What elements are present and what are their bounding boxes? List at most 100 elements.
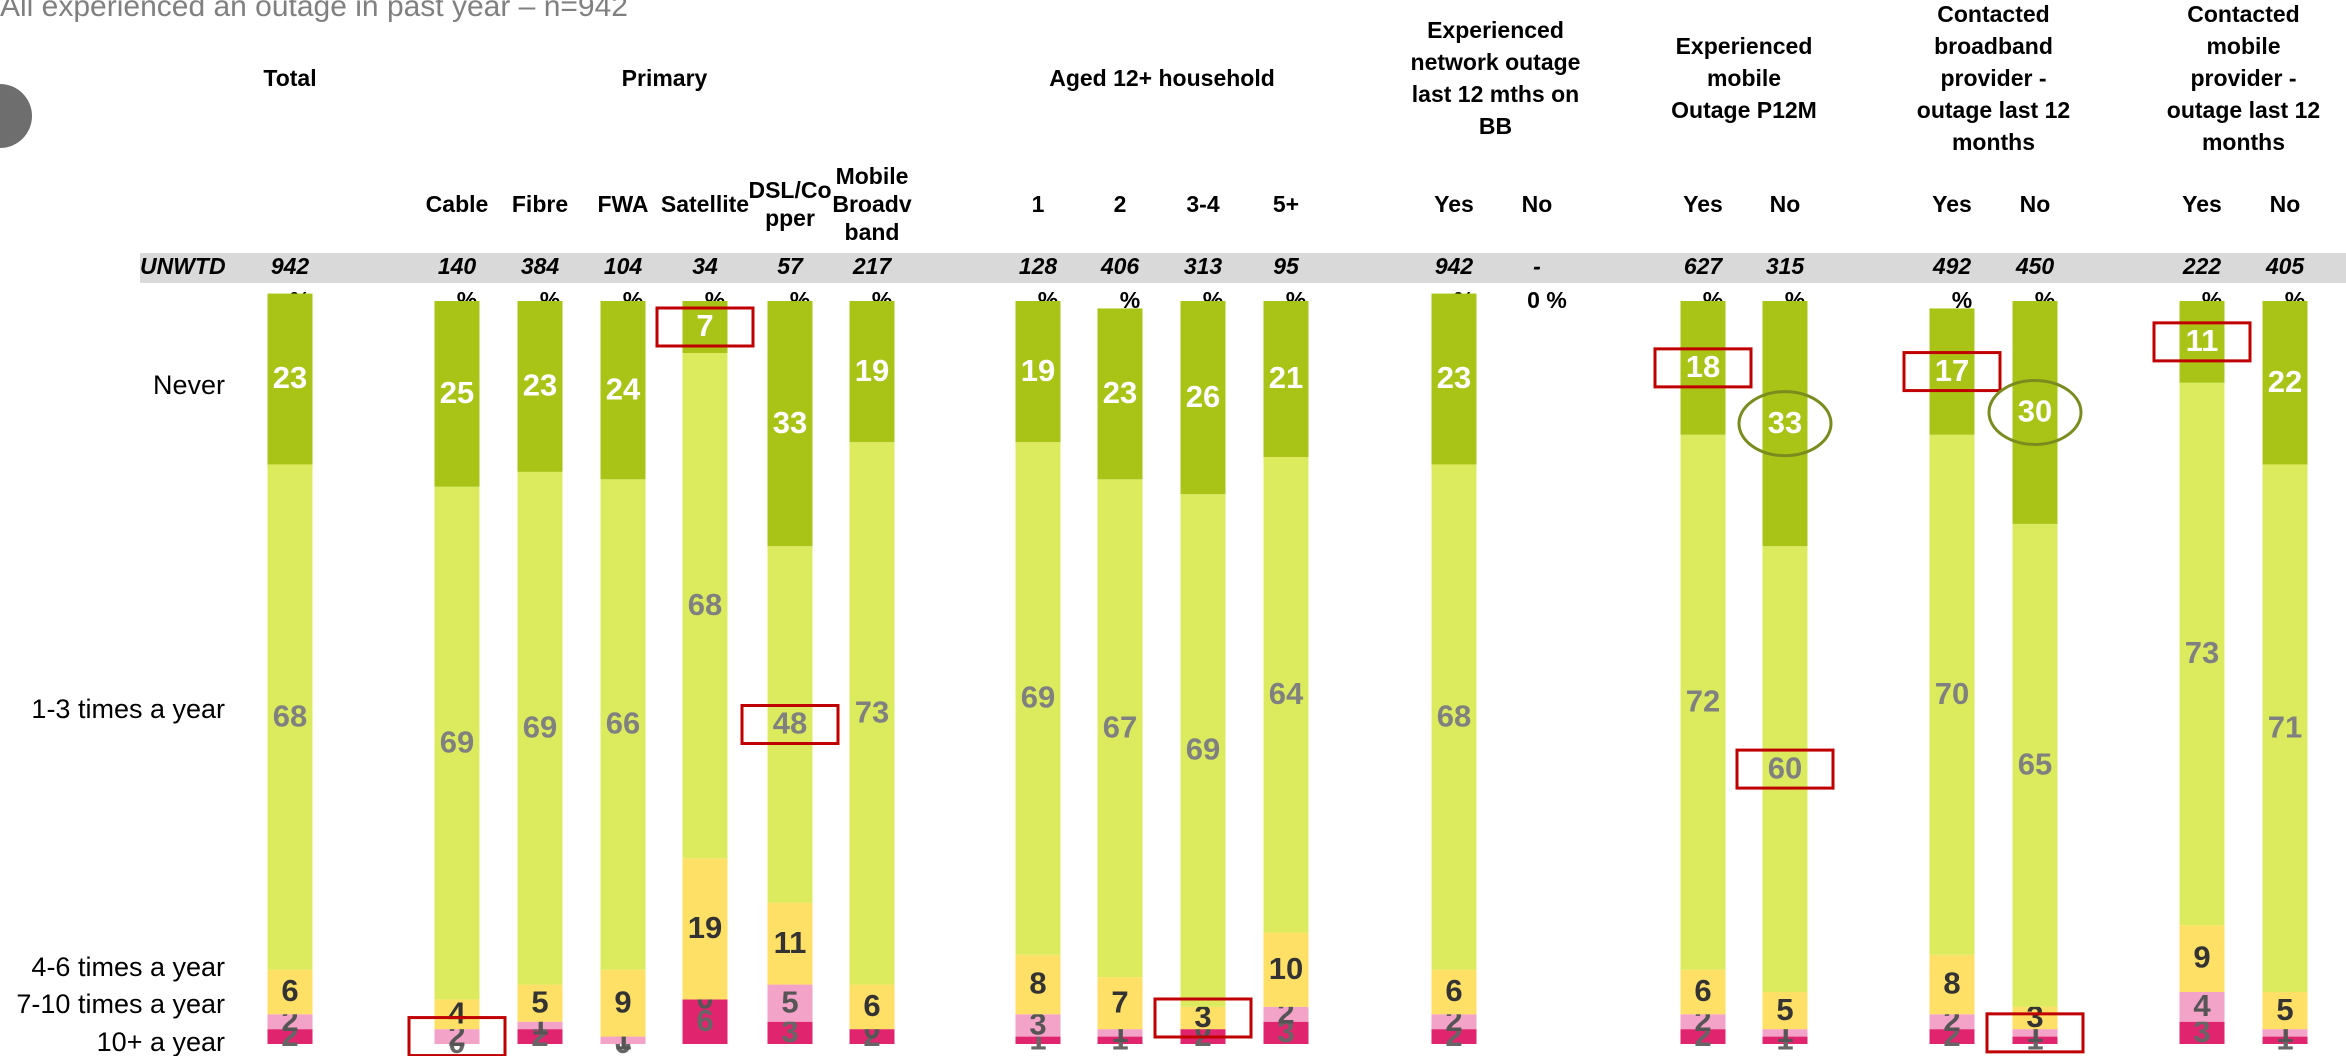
column-label: Satellite: [661, 191, 749, 217]
data-label: 66: [606, 706, 640, 741]
base-value: 140: [438, 253, 477, 279]
base-value: 942: [271, 253, 310, 279]
data-label: 19: [855, 353, 889, 388]
row-label: 4-6 times a year: [31, 952, 225, 982]
bar-segment: [517, 1029, 563, 1044]
row-label: 10+ a year: [97, 1027, 225, 1056]
group-header: Contacted: [2187, 1, 2299, 27]
base-label: UNWTD: [140, 253, 226, 279]
bar-segment: [1929, 308, 1975, 435]
highlight-box: [1653, 347, 1753, 389]
bar-segment: [682, 858, 728, 1000]
chart-title: All experienced an outage in past year –…: [0, 0, 628, 23]
base-value: 95: [1273, 253, 1300, 279]
highlight-box: [655, 306, 755, 348]
bar-segment: [1263, 301, 1309, 458]
bar-segment: [767, 1021, 813, 1044]
data-label: 26: [1186, 379, 1220, 414]
bar-segment: [1263, 1021, 1309, 1044]
highlight-ellipse: [1737, 390, 1833, 458]
data-label: 23: [523, 368, 557, 403]
data-label: 60: [1768, 750, 1802, 785]
column-label: Yes: [1932, 191, 1972, 217]
data-label: 23: [273, 360, 307, 395]
bar-segment: [682, 353, 728, 859]
bar-segment: [1431, 464, 1477, 970]
column-label: band: [845, 219, 900, 245]
data-label: 73: [2185, 635, 2219, 670]
bar-segment: [1015, 954, 1061, 1015]
group-header: Outage P12M: [1671, 97, 1817, 123]
group-header: Contacted: [1937, 1, 2049, 27]
data-label: 68: [273, 698, 307, 733]
bar-segment: [2179, 382, 2225, 926]
data-label: 5: [2276, 992, 2293, 1027]
data-label: 33: [1768, 405, 1802, 440]
bar-segment: [1680, 1029, 1726, 1044]
bar-segment: [1929, 434, 1975, 955]
bar-segment: [1929, 954, 1975, 1015]
data-label: 65: [2018, 747, 2052, 782]
bar-segment: [1097, 1036, 1143, 1044]
data-label: 11: [774, 925, 807, 960]
pct-label: %: [1952, 287, 1972, 313]
bar-segment: [2179, 991, 2225, 1022]
data-label: 5: [1776, 992, 1793, 1027]
pct-label: %: [1120, 287, 1140, 313]
bar-segment: [1097, 308, 1143, 480]
base-band: [140, 253, 2346, 283]
bar-segment: [2262, 464, 2308, 992]
data-label: 17: [1935, 353, 1969, 388]
bar-segment: [267, 1029, 313, 1044]
data-label: 4: [448, 995, 466, 1030]
group-header: provider -: [2190, 65, 2296, 91]
bar-segment: [2012, 523, 2058, 1007]
bar-segment: [1762, 546, 1808, 992]
base-value: 128: [1019, 253, 1058, 279]
group-header: Primary: [622, 65, 708, 91]
pct-label: 0 %: [1527, 287, 1567, 313]
bar-segment: [767, 546, 813, 903]
bar-segment: [849, 984, 895, 1030]
data-label: 3: [1277, 1014, 1294, 1049]
group-header: network outage: [1411, 49, 1581, 75]
data-label: 30: [2018, 394, 2052, 429]
group-header: outage last 12: [1917, 97, 2070, 123]
bar-segment: [2179, 925, 2225, 992]
bar-segment: [1431, 1014, 1477, 1030]
bar-segment: [600, 301, 646, 480]
bar-segment: [1015, 301, 1061, 443]
column-label: FWA: [597, 191, 648, 217]
data-label: 7: [1111, 984, 1128, 1019]
badge-icon: [0, 84, 32, 148]
data-label: 21: [1269, 360, 1303, 395]
bar-segment: [2012, 301, 2058, 524]
base-value: 315: [1766, 253, 1806, 279]
column-label: No: [2270, 191, 2301, 217]
base-value: 384: [521, 253, 560, 279]
bar-segment: [2012, 1036, 2058, 1044]
group-header: months: [2202, 129, 2285, 155]
bar-segment: [434, 1029, 480, 1044]
data-label: 68: [1437, 698, 1471, 733]
data-label: 23: [1103, 375, 1137, 410]
bar-segment: [1263, 1006, 1309, 1022]
bar-segment: [1762, 301, 1808, 547]
bar-segment: [1180, 301, 1226, 495]
bar-segment: [2179, 1021, 2225, 1044]
base-value: 627: [1684, 253, 1724, 279]
data-label: 69: [440, 724, 474, 759]
data-label: 25: [440, 375, 474, 410]
bar-segment: [517, 471, 563, 985]
highlight-box: [1985, 1012, 2085, 1054]
data-label: 3: [1029, 1007, 1046, 1042]
data-label: 18: [1686, 349, 1720, 384]
base-value: -: [1533, 253, 1541, 279]
base-value: 217: [852, 253, 893, 279]
column-label: Yes: [1683, 191, 1723, 217]
column-label: No: [1770, 191, 1801, 217]
data-label: 10: [1269, 951, 1303, 986]
bar-segment: [517, 984, 563, 1022]
group-header: broadband: [1934, 33, 2053, 59]
data-label: 22: [2268, 364, 2302, 399]
